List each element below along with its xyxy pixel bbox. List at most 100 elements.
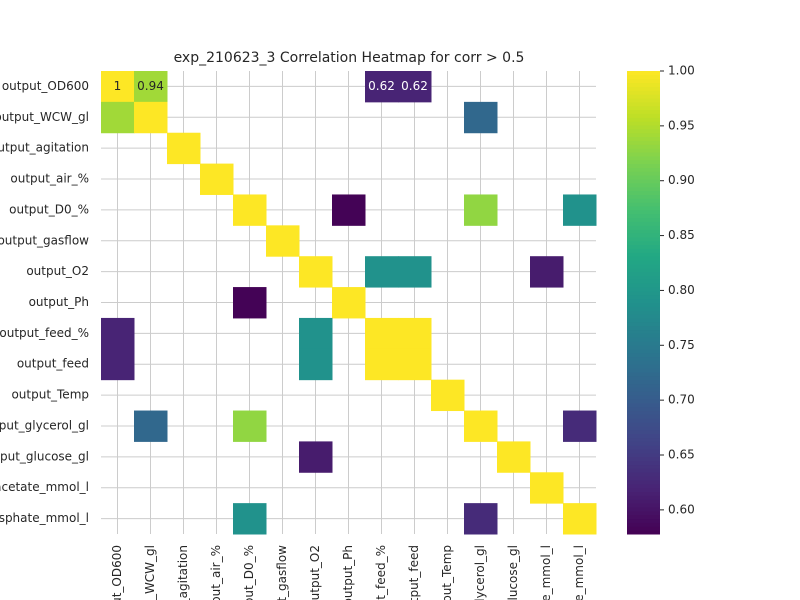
y-tick-label: output_D0_%: [9, 202, 89, 216]
heatmap-cell: [299, 256, 333, 288]
heatmap-cell: [563, 194, 597, 226]
colorbar-segment: [627, 375, 660, 381]
colorbar-segment: [627, 78, 660, 84]
x-tick-label: output_air_%: [209, 545, 223, 600]
colorbar-segment: [627, 287, 660, 292]
chart-title: exp_210623_3 Correlation Heatmap for cor…: [174, 50, 525, 66]
colorbar-segment: [627, 341, 660, 346]
colorbar-segment: [627, 371, 660, 377]
colorbar-segment: [627, 321, 660, 327]
heatmap-cell: [530, 472, 564, 504]
colorbar-segment: [627, 526, 660, 531]
colorbar-segment: [627, 514, 660, 520]
colorbar-segment: [627, 252, 660, 257]
colorbar-segment: [627, 121, 660, 126]
y-tick-label: output_feed_%: [0, 326, 89, 340]
x-tick-label: output_gasflow: [275, 545, 289, 600]
y-tick-label: output_OD600: [2, 79, 89, 93]
colorbar-segment: [627, 364, 660, 369]
colorbar-segment: [627, 422, 660, 427]
colorbar-segment: [627, 283, 660, 288]
colorbar-segment: [627, 128, 660, 134]
colorbar-segment: [627, 441, 660, 446]
colorbar-segment: [627, 495, 660, 500]
colorbar-segment: [627, 105, 660, 111]
colorbar-segment: [627, 356, 660, 361]
x-tick-label: output_OD600: [110, 545, 124, 600]
x-tick-label: output_agitation: [176, 545, 190, 600]
colorbar-segment: [627, 221, 660, 226]
y-tick-label: output_O2: [26, 264, 89, 278]
x-tick-label: output_phosphate_mmol_l: [572, 545, 586, 600]
heatmap-cell: [332, 287, 366, 319]
colorbar-segment: [627, 179, 660, 184]
colorbar-segment: [627, 456, 660, 462]
colorbar-segment: [627, 82, 660, 87]
x-tick-label: output_D0_%: [242, 545, 256, 600]
colorbar-segment: [627, 530, 660, 535]
colorbar-tick-label: 0.60: [668, 502, 695, 516]
heatmap-cell: [398, 317, 432, 350]
colorbar-segment: [627, 213, 660, 219]
heatmap-cell: [398, 256, 432, 288]
colorbar-segment: [627, 260, 660, 265]
heatmap-cell: [134, 71, 168, 103]
colorbar-segment: [627, 395, 660, 400]
colorbar-segment: [627, 256, 660, 261]
colorbar-segment: [627, 464, 660, 469]
colorbar-segment: [627, 167, 660, 172]
colorbar-segment: [627, 414, 660, 419]
colorbar-segment: [627, 383, 660, 388]
colorbar-segment: [627, 94, 660, 99]
heatmap-cell: [233, 287, 267, 319]
colorbar-tick-label: 0.65: [668, 448, 695, 462]
y-tick-label: output_WCW_gl: [0, 110, 89, 124]
colorbar-segment: [627, 236, 660, 242]
colorbar-segment: [627, 449, 660, 454]
cell-label: 0.94: [137, 79, 164, 93]
heatmap-cell: [332, 194, 366, 226]
heatmap-cell: [497, 441, 531, 473]
x-tick-label: output_Temp: [440, 545, 454, 600]
colorbar-segment: [627, 275, 660, 280]
heatmap-cell: [299, 317, 333, 350]
colorbar-segment: [627, 206, 660, 211]
colorbar-segment: [627, 333, 660, 338]
colorbar-tick-label: 0.70: [668, 393, 695, 407]
x-tick-label: output_feed_%: [374, 545, 388, 600]
colorbar-segment: [627, 325, 660, 331]
colorbar-segment: [627, 317, 660, 323]
heatmap-cell: [365, 317, 399, 350]
colorbar-segment: [627, 468, 660, 473]
colorbar-tick-label: 0.75: [668, 338, 695, 352]
colorbar-tick-label: 1.00: [668, 64, 695, 78]
colorbar-segment: [627, 175, 660, 180]
colorbar-segment: [627, 240, 660, 246]
colorbar-segment: [627, 132, 660, 138]
colorbar-segment: [627, 445, 660, 450]
colorbar-segment: [627, 518, 660, 523]
colorbar-segment: [627, 433, 660, 439]
colorbar-tick-label: 0.95: [668, 118, 695, 132]
colorbar-segment: [627, 217, 660, 222]
x-tick-label: output_WCW_gl: [143, 545, 157, 600]
colorbar-segment: [627, 186, 660, 192]
colorbar-segment: [627, 506, 660, 512]
colorbar-segment: [627, 314, 660, 319]
x-tick-label: output_O2: [308, 545, 322, 600]
colorbar-segment: [627, 302, 660, 307]
heatmap-cell: [101, 71, 135, 103]
x-tick-label: output_glycerol_gl: [473, 545, 487, 600]
colorbar-tick-label: 0.90: [668, 173, 695, 187]
colorbar-segment: [627, 398, 660, 404]
colorbar-segment: [627, 98, 660, 103]
colorbar-segment: [627, 152, 660, 157]
colorbar-segment: [627, 472, 660, 477]
y-tick-label: output_feed: [17, 357, 89, 371]
colorbar-segment: [627, 491, 660, 496]
colorbar-segment: [627, 125, 660, 130]
colorbar-segment: [627, 479, 660, 485]
x-tick-label: output_glucose_gl: [506, 545, 520, 600]
colorbar-segment: [627, 109, 660, 114]
